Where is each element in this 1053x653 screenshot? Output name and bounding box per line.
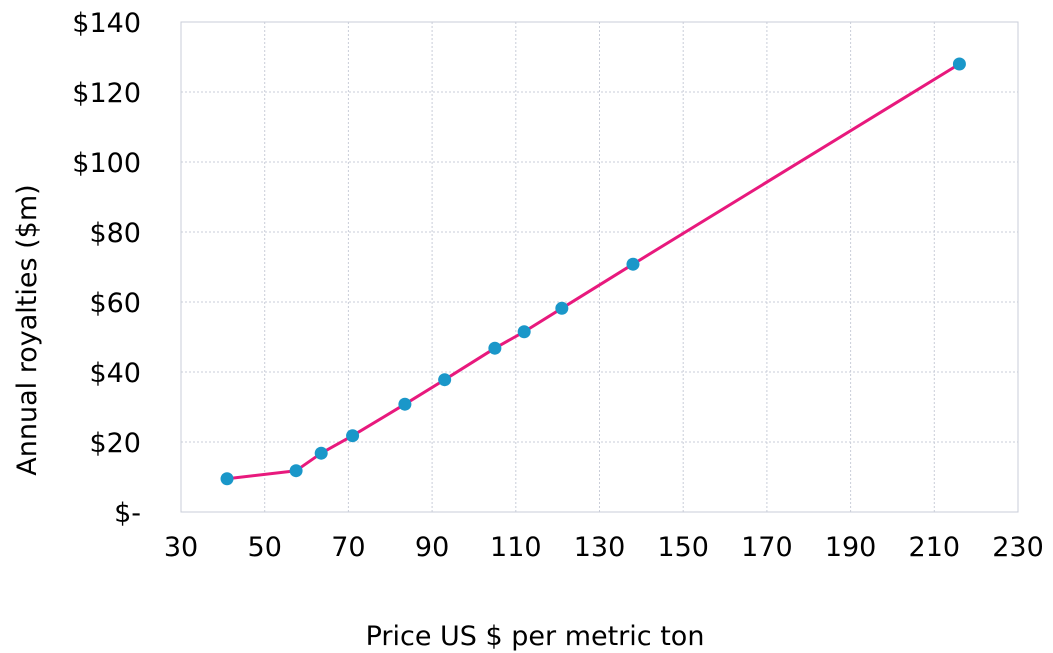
series-line	[227, 64, 959, 479]
y-tick-label: $20	[89, 428, 141, 459]
x-tick-label: 210	[909, 532, 961, 563]
x-tick-label: 150	[657, 532, 709, 563]
data-point	[346, 429, 359, 442]
y-tick-label: $120	[72, 78, 141, 109]
x-tick-label: 170	[741, 532, 793, 563]
data-point	[221, 472, 234, 485]
data-point	[398, 398, 411, 411]
data-point	[626, 258, 639, 271]
data-point	[290, 464, 303, 477]
x-tick-label: 190	[825, 532, 877, 563]
grid-layer	[181, 22, 1018, 512]
data-point	[953, 58, 966, 71]
x-tick-label: 110	[490, 532, 542, 563]
data-point	[488, 342, 501, 355]
data-point	[438, 373, 451, 386]
y-tick-label: $140	[72, 8, 141, 39]
x-tick-label: 50	[248, 532, 282, 563]
x-tick-label: 70	[331, 532, 365, 563]
x-tick-label: 130	[574, 532, 626, 563]
y-tick-label: $80	[89, 218, 141, 249]
y-axis-title: Annual royalties ($m)	[12, 184, 43, 475]
data-point	[315, 447, 328, 460]
y-tick-label: $-	[114, 498, 141, 529]
y-tick-label: $40	[89, 358, 141, 389]
data-point	[518, 325, 531, 338]
y-tick-label: $60	[89, 288, 141, 319]
label-layer: 30 50 70 90 110 130 150 170 190 210 230 $- $20 $40 $60…	[72, 8, 1043, 563]
y-tick-label: $100	[72, 148, 141, 179]
x-tick-label: 90	[415, 532, 449, 563]
series-layer	[221, 58, 966, 486]
data-point	[555, 302, 568, 315]
x-tick-label: 30	[164, 532, 198, 563]
x-axis-title: Price US $ per metric ton	[366, 621, 705, 652]
x-tick-label: 230	[992, 532, 1044, 563]
